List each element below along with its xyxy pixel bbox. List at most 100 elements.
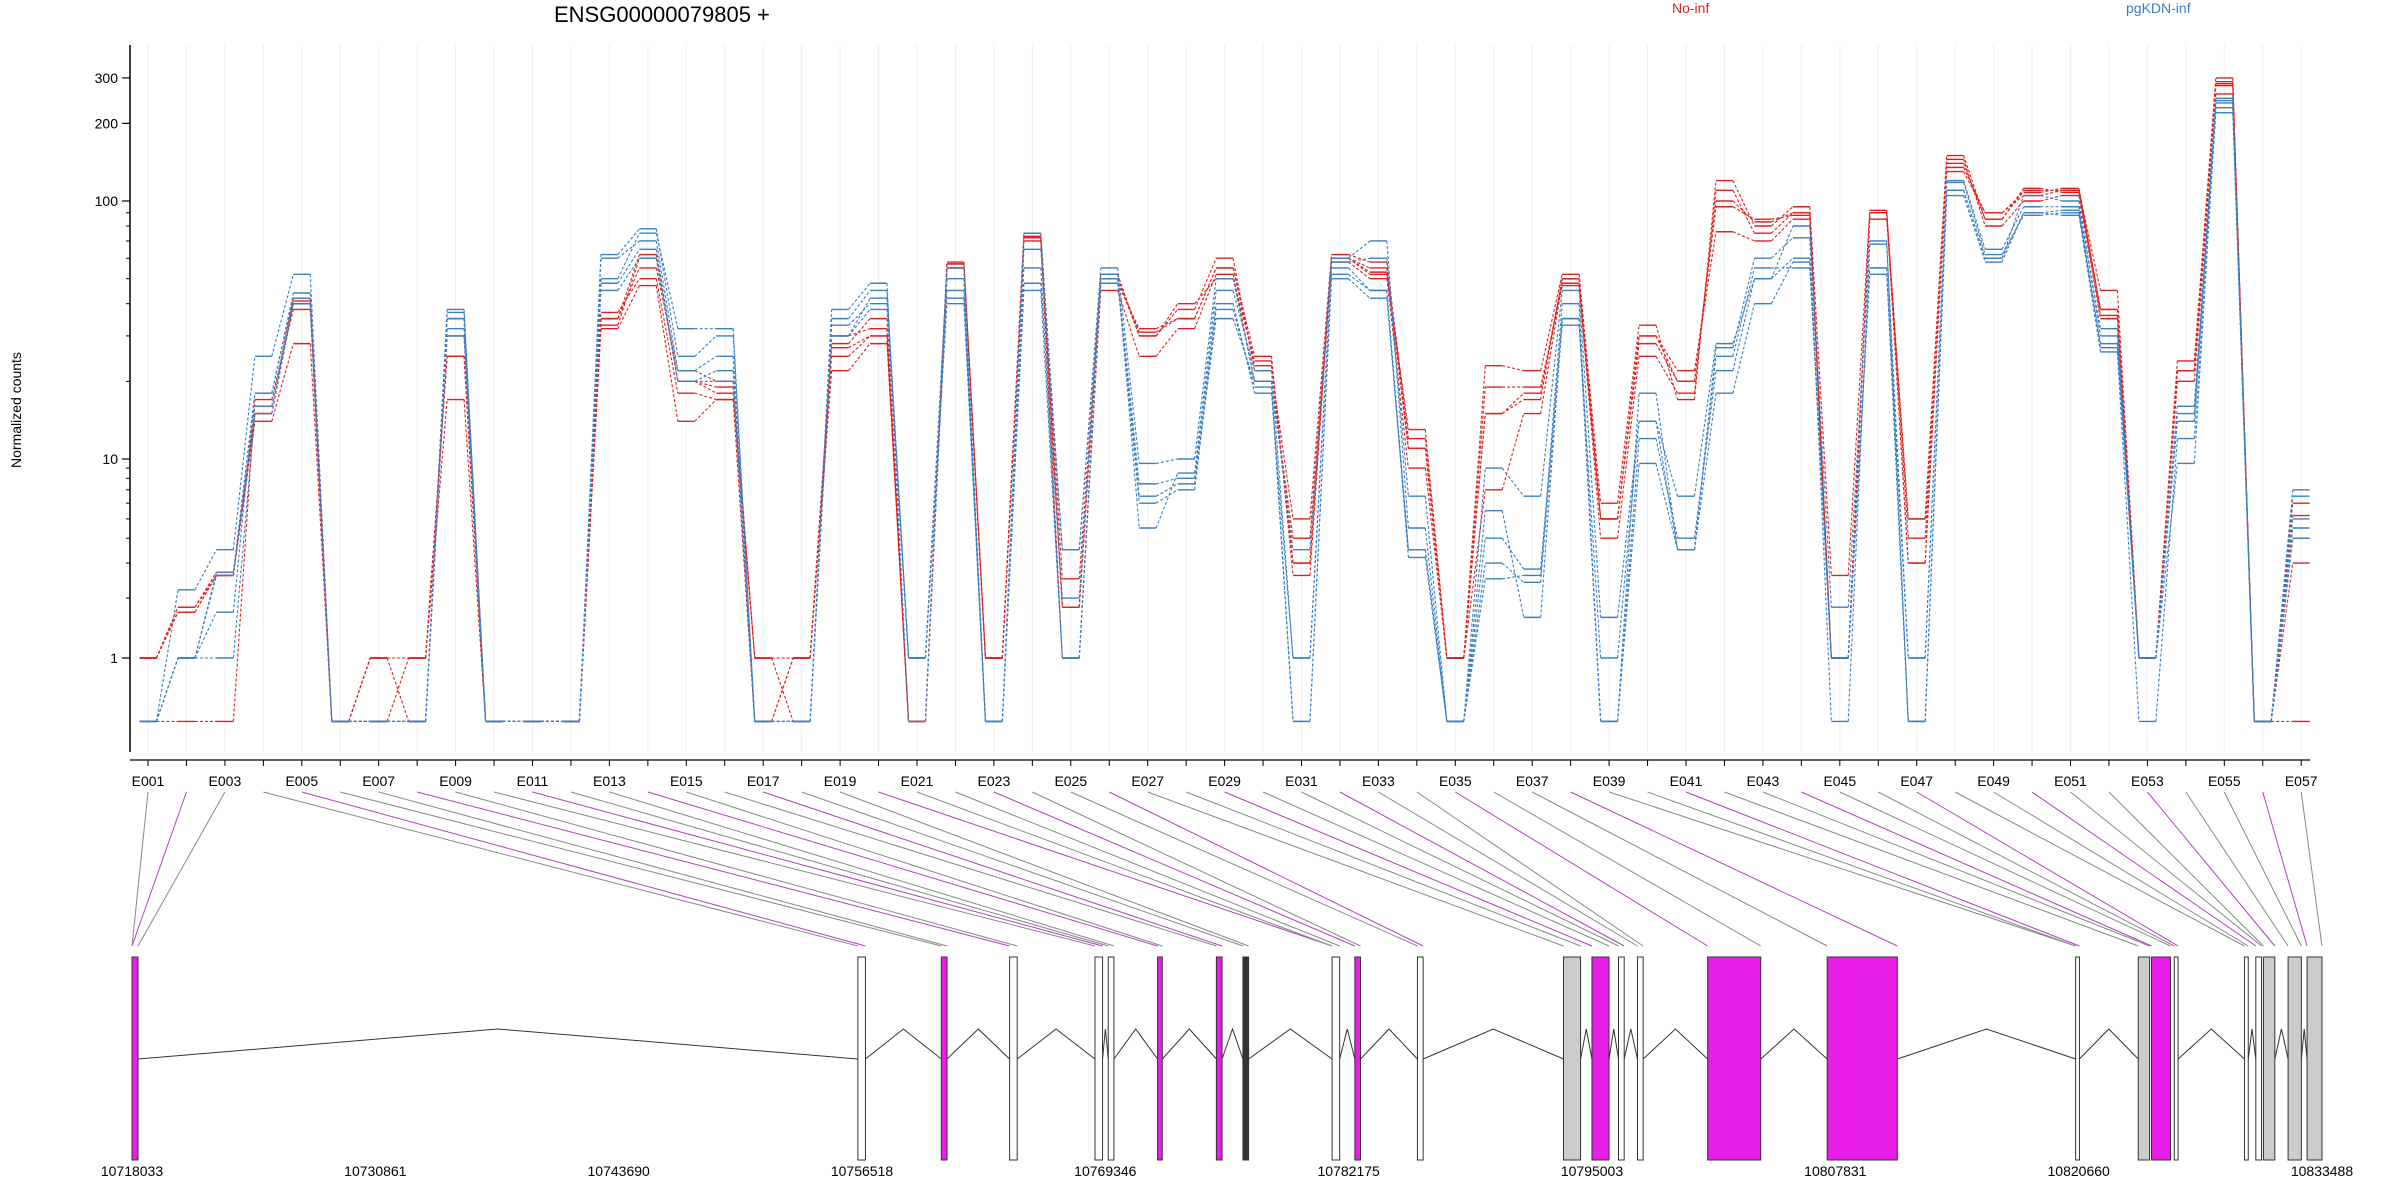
exon-connector	[1378, 791, 1638, 947]
series-connector	[1232, 267, 1256, 357]
series-connector	[155, 606, 179, 659]
series-connector	[1963, 171, 1986, 214]
genomic-tick-label: 10756518	[831, 1163, 894, 1179]
exon-connector	[1416, 791, 1644, 947]
x-tick-label: E041	[1670, 773, 1703, 789]
series-connector	[1770, 225, 1794, 279]
intron-line	[2300, 1028, 2308, 1060]
series-connector	[155, 657, 179, 722]
series-connector	[2116, 335, 2140, 659]
series-connector	[617, 254, 640, 319]
series-connector	[1117, 274, 1140, 529]
exon-connector	[2223, 791, 2302, 947]
series-connector	[2040, 195, 2063, 202]
series-connector	[232, 393, 256, 573]
intron-line	[1422, 1028, 1564, 1060]
exon-connector	[647, 791, 1158, 947]
series-connector	[1540, 303, 1563, 576]
series-connector	[2232, 98, 2255, 722]
exon-connector	[131, 791, 149, 947]
series-connector	[1424, 496, 1448, 722]
x-axis: E001 E003 E005 E007 E009 E011 E013 E015 E017 E019…	[130, 759, 2318, 789]
series-connector	[1040, 236, 1063, 608]
x-tick-label: E057	[2285, 773, 2318, 789]
series-connector	[1617, 393, 1640, 722]
series-connector	[1117, 267, 1140, 464]
genomic-tick-label: 10743690	[588, 1163, 651, 1179]
x-tick-label: E013	[593, 773, 626, 789]
series-connector	[2116, 343, 2140, 659]
x-tick-label: E035	[1439, 773, 1472, 789]
exon-box	[1094, 956, 1104, 1161]
intron-line	[1339, 1028, 1356, 1060]
series-connector	[1463, 538, 1486, 722]
exon-connector	[455, 791, 1018, 947]
x-tick-label: E015	[670, 773, 703, 789]
series-connector	[1040, 249, 1063, 550]
exon-box	[1416, 956, 1424, 1161]
series-connector	[1924, 167, 1948, 564]
exon-connector	[763, 791, 1223, 947]
exon-connector	[2031, 791, 2257, 947]
series-connector	[1232, 267, 1256, 366]
series-connector	[886, 283, 910, 722]
intron-line	[865, 1028, 942, 1060]
x-tick-label: E025	[1054, 773, 1087, 789]
series-connector	[1809, 225, 1832, 608]
exon-connector	[1916, 791, 2179, 947]
series-connector	[2193, 102, 2217, 414]
series-connector	[1578, 274, 1602, 504]
series-connector	[1809, 206, 1832, 576]
intron-line	[1102, 1028, 1109, 1060]
y-tick-label: 300	[95, 70, 119, 86]
series-connector	[886, 298, 910, 659]
exon-box	[2151, 956, 2171, 1161]
series-connector	[655, 278, 679, 394]
exon-connector	[2070, 791, 2262, 947]
series-connector	[463, 399, 487, 722]
series-connector	[2155, 438, 2178, 722]
series-connector	[809, 347, 833, 659]
series-connector	[1771, 212, 1794, 223]
series-connector	[1578, 318, 1602, 722]
series-connector	[578, 290, 602, 722]
series-connector	[2078, 200, 2102, 336]
x-tick-label: E017	[747, 773, 780, 789]
series-connector	[2155, 421, 2178, 659]
series-connector	[617, 248, 640, 284]
series-connector	[1156, 458, 1178, 464]
genomic-tick-label: 10718033	[101, 1163, 164, 1179]
series-connector	[194, 611, 217, 659]
x-tick-label: E033	[1362, 773, 1395, 789]
intron-line	[2079, 1028, 2139, 1060]
series-connector	[1194, 290, 1217, 474]
series-connector	[2001, 187, 2025, 220]
exon-box	[2137, 956, 2151, 1161]
series-connector	[1693, 200, 1717, 382]
series-connector	[425, 399, 448, 659]
series-connector	[1040, 283, 1063, 599]
series-connector	[1386, 298, 1409, 550]
exon-connector	[2108, 791, 2264, 947]
exon-box	[1826, 956, 1898, 1161]
intron-line	[1360, 1028, 1418, 1060]
series-connector	[1194, 318, 1217, 484]
series-connector	[1693, 343, 1717, 497]
x-tick-label: E007	[362, 773, 395, 789]
series-connector	[1963, 180, 1986, 250]
series-connector	[271, 298, 294, 407]
series-connector	[194, 572, 217, 659]
y-tick-label: 100	[95, 193, 119, 209]
exon-connector	[955, 791, 1340, 947]
series-connector	[1770, 261, 1794, 304]
exon-connector	[1070, 791, 1418, 947]
series-connector	[1424, 549, 1448, 722]
series-connector	[1155, 483, 1178, 497]
series-connector	[386, 657, 410, 722]
genomic-tick-label: 10769346	[1074, 1163, 1137, 1179]
genomic-axis: 10718033 10730861 10743690 10756518 10769346…	[101, 1163, 2354, 1179]
series-connector	[1617, 438, 1640, 722]
legend-no-inf: No-inf	[1672, 0, 1710, 16]
x-tick-label: E027	[1131, 773, 1164, 789]
intron-line	[1760, 1028, 1828, 1060]
